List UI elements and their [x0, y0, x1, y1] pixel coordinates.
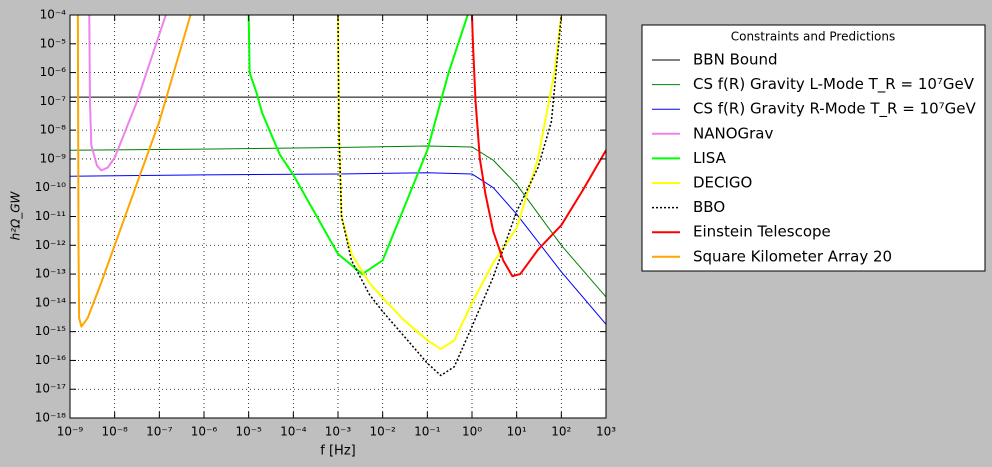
- y-tick-label: 10⁻⁴: [40, 8, 67, 22]
- x-tick-label: 10⁻⁹: [57, 425, 84, 439]
- series-line: [70, 145, 606, 298]
- x-axis-label: f [Hz]: [320, 444, 355, 459]
- x-tick-label: 10⁻²: [369, 425, 396, 439]
- y-tick-label: 10⁻¹³: [35, 267, 66, 281]
- x-tick-label: 10⁰: [462, 425, 482, 439]
- x-tick-label: 10⁻¹: [414, 425, 441, 439]
- legend: Constraints and Predictions BBN Bound CS …: [641, 24, 986, 272]
- x-tick-label: 10²: [551, 425, 571, 439]
- y-tick-label: 10⁻¹⁰: [35, 180, 66, 194]
- y-tick-label: 10⁻⁹: [40, 151, 67, 165]
- ticks: 10⁻⁹ 10⁻⁸ 10⁻⁷ 10⁻⁶ 10⁻⁵ 10⁻⁴ 10⁻³ 10⁻² 10⁻¹ 10⁰ 1…: [35, 8, 616, 439]
- series-line: [337, 15, 563, 377]
- y-tick-label: 10⁻⁷: [40, 94, 67, 108]
- legend-title: Constraints and Predictions: [731, 30, 896, 44]
- y-tick-label: 10⁻¹⁵: [35, 324, 66, 338]
- y-axis-label: h²Ω_GW: [9, 190, 23, 240]
- y-tick-label: 10⁻⁵: [40, 36, 67, 50]
- y-tick-label: 10⁻¹⁶: [35, 353, 66, 367]
- legend-label: LISA: [693, 149, 727, 167]
- series-line: [70, 172, 606, 325]
- legend-label: DECIGO: [693, 174, 752, 192]
- y-tick-label: 10⁻¹²: [35, 238, 66, 252]
- y-tick-label: 10⁻¹⁸: [35, 411, 66, 425]
- legend-box: [641, 24, 986, 272]
- x-tick-label: 10¹: [507, 425, 527, 439]
- legend-label: Einstein Telescope: [693, 223, 831, 241]
- series-line: [88, 15, 167, 172]
- y-tick-label: 10⁻¹⁷: [35, 382, 66, 396]
- legend-label: Square Kilometer Array 20: [693, 247, 892, 265]
- x-tick-label: 10⁻⁷: [146, 425, 173, 439]
- x-tick-label: 10⁻⁶: [191, 425, 218, 439]
- legend-label: CS f(R) Gravity L-Mode T_R = 10⁷GeV: [693, 75, 975, 94]
- y-tick-label: 10⁻⁸: [40, 123, 67, 137]
- legend-label: BBN Bound: [693, 51, 778, 69]
- x-tick-label: 10⁻³: [325, 425, 352, 439]
- x-tick-label: 10⁻⁵: [235, 425, 262, 439]
- legend-label: NANOGrav: [693, 124, 773, 142]
- lines: [70, 15, 606, 377]
- series-line: [471, 15, 606, 278]
- y-tick-label: 10⁻¹¹: [35, 209, 66, 223]
- x-tick-label: 10³: [596, 425, 616, 439]
- x-tick-label: 10⁻⁴: [280, 425, 307, 439]
- y-tick-label: 10⁻¹⁴: [35, 295, 66, 309]
- legend-label: BBO: [693, 198, 725, 216]
- legend-label: CS f(R) Gravity R-Mode T_R = 10⁷GeV: [693, 100, 976, 119]
- series-line: [247, 15, 469, 276]
- x-tick-label: 10⁻⁸: [101, 425, 128, 439]
- series-line: [76, 15, 192, 328]
- y-tick-label: 10⁻⁶: [40, 65, 67, 79]
